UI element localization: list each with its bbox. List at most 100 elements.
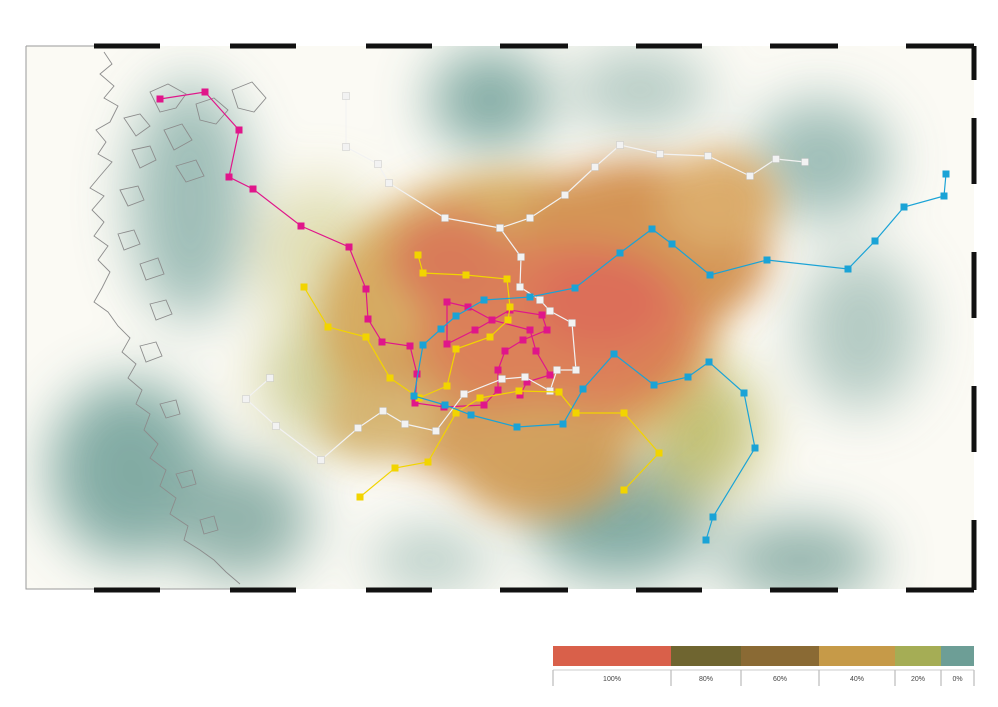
route-stop-marker [452,409,460,417]
route-stop-marker [342,92,350,100]
route-stop-marker [538,311,546,319]
route-stop-marker [572,366,580,374]
route-stop-marker [942,170,950,178]
route-stop-marker [515,387,523,395]
route-stop-marker [940,192,948,200]
legend-swatch [941,646,974,666]
route-stop-marker [517,253,525,261]
route-stop-marker [356,493,364,501]
route-stop-marker [801,158,809,166]
route-stop-marker [467,411,475,419]
route-stop-marker [486,333,494,341]
route-stop-marker [480,296,488,304]
route-stop-marker [464,303,472,311]
route-stop-marker [462,271,470,279]
route-stop-marker [452,312,460,320]
route-stop-marker [526,214,534,222]
route-stop-marker [379,407,387,415]
route-stop-marker [345,243,353,251]
route-stop-marker [519,336,527,344]
route-stop-marker [526,293,534,301]
route-stop-marker [488,316,496,324]
route-stop-marker [900,203,908,211]
route-stop-marker [266,374,274,382]
route-stop-marker [437,325,445,333]
route-stop-marker [443,340,451,348]
legend-label: 20% [910,676,925,683]
route-stop-marker [702,536,710,544]
route-stop-marker [441,214,449,222]
legend-swatch [553,646,671,666]
route-stop-marker [591,163,599,171]
route-stop-marker [648,225,656,233]
route-stop-marker [751,444,759,452]
route-stop-marker [364,315,372,323]
route-stop-marker [772,155,780,163]
route-stop-marker [494,366,502,374]
route-stop-marker [620,409,628,417]
coastline [89,51,267,585]
route-stop-marker [378,338,386,346]
route-stop-marker [516,283,524,291]
route-stop-marker [705,358,713,366]
route-stop-marker [441,401,449,409]
route-stop-marker [419,269,427,277]
route-stop-marker [413,370,421,378]
route-stop-marker [555,388,563,396]
route-stop-marker [526,326,534,334]
route-stop-marker [386,374,394,382]
route-stop-marker [561,191,569,199]
route-stop-marker [704,152,712,160]
route-stop-marker [156,95,164,103]
route-stop-marker [571,284,579,292]
route-stop-marker [506,303,514,311]
route-stop-marker [516,391,524,399]
route-stop-marker [504,316,512,324]
route-stop-marker [201,88,209,96]
route-stop-marker [476,394,484,402]
legend-label: 40% [849,676,864,683]
route-stop-marker [616,249,624,257]
route-stop-marker [498,375,506,383]
route-stop-marker [410,392,418,400]
legend-label: 80% [698,676,713,683]
route-stop-marker [536,296,544,304]
route-stop-marker [709,513,717,521]
map-frame [25,43,977,593]
route-stop-marker [424,458,432,466]
route-stop-marker [684,373,692,381]
route-stop-marker [844,265,852,273]
route-stop-marker [406,342,414,350]
route-stop-marker [235,126,243,134]
legend-swatch [819,646,895,666]
route-stop-marker [610,350,618,358]
route-stop-marker [546,387,554,395]
route-stop-marker [568,319,576,327]
route-stop-marker [401,420,409,428]
density-surface [26,46,974,589]
route-stop-marker [559,420,567,428]
route-stop-marker [354,424,362,432]
route-stop-marker [362,285,370,293]
route-stop-marker [432,427,440,435]
route-stop-marker [650,381,658,389]
legend-swatch [741,646,819,666]
routes-layer [156,88,950,544]
route-stop-marker [546,307,554,315]
route-stop-marker [385,179,393,187]
route-stop-marker [655,449,663,457]
route-stop-marker [342,143,350,151]
route-stop-marker [297,222,305,230]
route-stop-marker [225,173,233,181]
route-stop-marker [317,456,325,464]
route-stop-marker [532,347,540,355]
route-stop-marker [242,395,250,403]
route-stop-marker [706,271,714,279]
route-stop-marker [543,326,551,334]
legend [552,646,975,686]
route-stop-marker [300,283,308,291]
route-stop-marker [362,333,370,341]
route-stop-marker [414,251,422,259]
route-stop-marker [553,366,561,374]
